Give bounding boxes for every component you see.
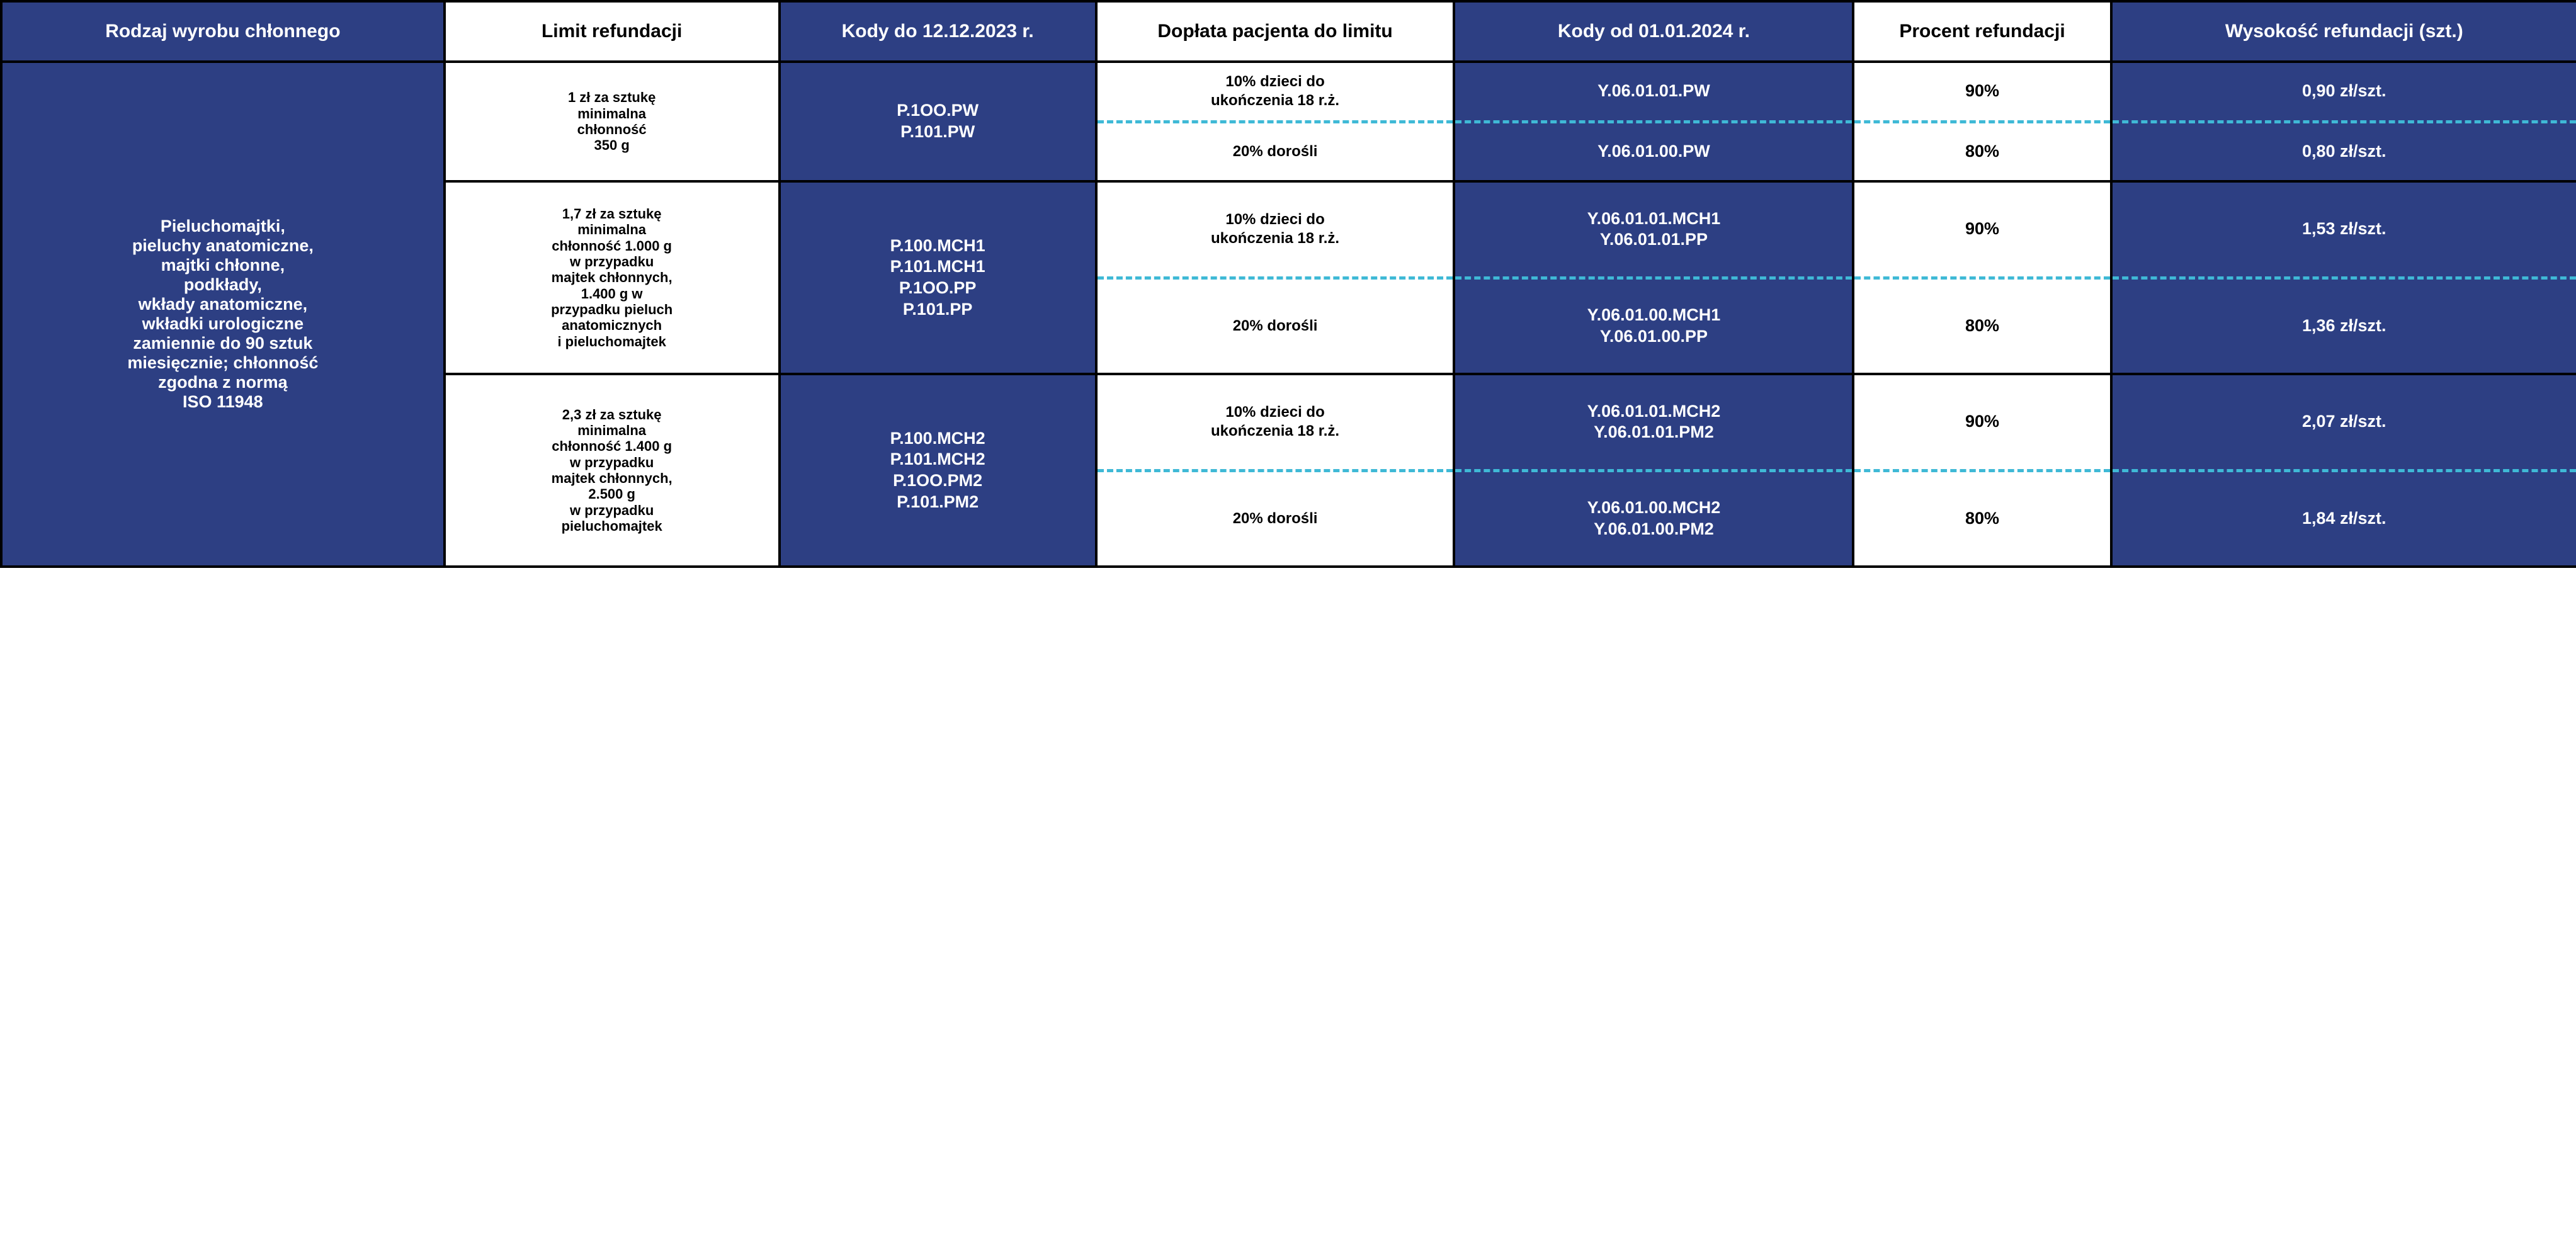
limit-g2: 1,7 zł za sztukę minimalna chłonność 1.0…: [446, 183, 781, 375]
col-header-limit: Limit refundacji: [446, 3, 781, 63]
col-header-product: Rodzaj wyrobu chłonnego: [0, 3, 446, 63]
procent-g2-top: 90%: [1958, 183, 2007, 276]
procent-g3-top: 90%: [1958, 375, 2007, 469]
col-header-procent: Procent refundacji: [1854, 3, 2112, 63]
doplata-g3-bot: 20% dorośli: [1225, 472, 1325, 566]
wysokosc-g2-bot: 1,36 zł/szt.: [2295, 280, 2394, 373]
procent-g1: 90% 80%: [1854, 63, 2112, 183]
codes-new-g2-top: Y.06.01.01.MCH1 Y.06.01.01.PP: [1580, 183, 1728, 276]
doplata-g3: 10% dzieci do ukończenia 18 r.ż. 20% dor…: [1098, 375, 1456, 568]
limit-g1: 1 zł za sztukę minimalna chłonność 350 g: [446, 63, 781, 183]
wysokosc-g3-top: 2,07 zł/szt.: [2295, 375, 2394, 469]
product-type-cell: Pieluchomajtki, pieluchy anatomiczne, ma…: [0, 63, 446, 568]
procent-g1-bot: 80%: [1958, 123, 2007, 181]
doplata-g2-top: 10% dzieci do ukończenia 18 r.ż.: [1203, 183, 1347, 276]
col-header-wysokosc: Wysokość refundacji (szt.): [2113, 3, 2576, 63]
wysokosc-g2-top: 1,53 zł/szt.: [2295, 183, 2394, 276]
doplata-g3-top: 10% dzieci do ukończenia 18 r.ż.: [1203, 375, 1347, 469]
procent-g2: 90% 80%: [1854, 183, 2112, 375]
procent-g3: 90% 80%: [1854, 375, 2112, 568]
codes-new-g2: Y.06.01.01.MCH1 Y.06.01.01.PP Y.06.01.00…: [1455, 183, 1854, 375]
doplata-g1-top: 10% dzieci do ukończenia 18 r.ż.: [1203, 63, 1347, 120]
codes-new-g3: Y.06.01.01.MCH2 Y.06.01.01.PM2 Y.06.01.0…: [1455, 375, 1854, 568]
limit-g3: 2,3 zł za sztukę minimalna chłonność 1.4…: [446, 375, 781, 568]
codes-new-g1: Y.06.01.01.PW Y.06.01.00.PW: [1455, 63, 1854, 183]
wysokosc-g3: 2,07 zł/szt. 1,84 zł/szt.: [2113, 375, 2576, 568]
codes-new-g2-bot: Y.06.01.00.MCH1 Y.06.01.00.PP: [1580, 280, 1728, 373]
codes-new-g1-bot: Y.06.01.00.PW: [1590, 123, 1718, 181]
refund-table: Rodzaj wyrobu chłonnego Limit refundacji…: [0, 0, 2576, 568]
doplata-g1: 10% dzieci do ukończenia 18 r.ż. 20% dor…: [1098, 63, 1456, 183]
doplata-g2: 10% dzieci do ukończenia 18 r.ż. 20% dor…: [1098, 183, 1456, 375]
codes-new-g3-top: Y.06.01.01.MCH2 Y.06.01.01.PM2: [1580, 375, 1728, 469]
codes-new-g3-bot: Y.06.01.00.MCH2 Y.06.01.00.PM2: [1580, 472, 1728, 566]
codes-old-g2: P.100.MCH1 P.101.MCH1 P.1OO.PP P.101.PP: [781, 183, 1098, 375]
procent-g1-top: 90%: [1958, 63, 2007, 120]
col-header-codes-new: Kody od 01.01.2024 r.: [1455, 3, 1854, 63]
procent-g3-bot: 80%: [1958, 472, 2007, 566]
wysokosc-g1: 0,90 zł/szt. 0,80 zł/szt.: [2113, 63, 2576, 183]
doplata-g1-bot: 20% dorośli: [1225, 123, 1325, 181]
col-header-doplata: Dopłata pacjenta do limitu: [1098, 3, 1456, 63]
doplata-g2-bot: 20% dorośli: [1225, 280, 1325, 373]
codes-new-g1-top: Y.06.01.01.PW: [1590, 63, 1718, 120]
wysokosc-g2: 1,53 zł/szt. 1,36 zł/szt.: [2113, 183, 2576, 375]
wysokosc-g1-bot: 0,80 zł/szt.: [2295, 123, 2394, 181]
wysokosc-g1-top: 0,90 zł/szt.: [2295, 63, 2394, 120]
codes-old-g1: P.1OO.PW P.101.PW: [781, 63, 1098, 183]
col-header-codes-old: Kody do 12.12.2023 r.: [781, 3, 1098, 63]
procent-g2-bot: 80%: [1958, 280, 2007, 373]
wysokosc-g3-bot: 1,84 zł/szt.: [2295, 472, 2394, 566]
codes-old-g3: P.100.MCH2 P.101.MCH2 P.1OO.PM2 P.101.PM…: [781, 375, 1098, 568]
